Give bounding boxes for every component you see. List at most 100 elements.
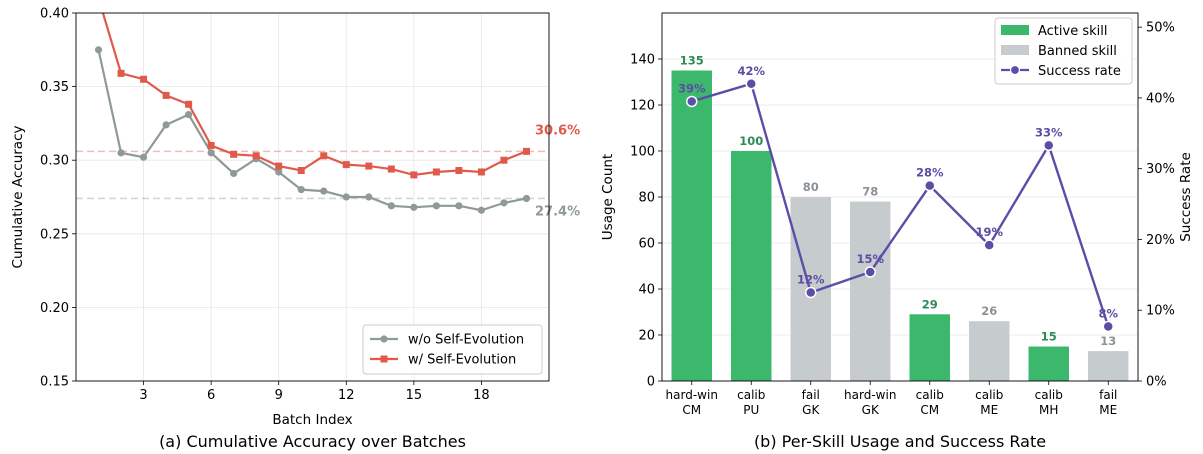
x-tick-label-line2: CM <box>682 403 701 417</box>
y2-tick-label: 30% <box>1146 162 1175 177</box>
plot-frame <box>661 12 1139 382</box>
y-tick-label: 120 <box>630 99 655 114</box>
data-point <box>162 121 170 129</box>
x-tick-label-line2: GK <box>802 403 820 417</box>
data-point <box>185 110 193 119</box>
y-tick-label: 40 <box>638 283 655 298</box>
success-rate-point <box>805 286 817 299</box>
bar-value-label: 100 <box>739 134 763 148</box>
data-point <box>230 150 238 158</box>
bar-value-label: 15 <box>1041 330 1057 344</box>
success-rate-label: 19% <box>975 225 1003 239</box>
data-point <box>320 187 328 195</box>
data-point <box>477 168 485 176</box>
caption: (a) Cumulative Accuracy over Batches <box>159 432 466 451</box>
legend-label: Active skill <box>1038 24 1107 39</box>
y-tick-label: 20 <box>638 329 655 344</box>
y2-tick-label: 40% <box>1146 91 1175 106</box>
x-tick-label-line1: hard-win <box>666 388 718 402</box>
x-tick-label-line2: ME <box>980 403 998 417</box>
bar-value-label: 80 <box>803 180 819 194</box>
data-point <box>432 168 440 176</box>
success-rate-point <box>983 239 995 251</box>
y-tick-label: 0.35 <box>40 80 69 95</box>
data-point <box>342 161 350 169</box>
data-point <box>230 169 238 178</box>
x-tick-label: 6 <box>207 388 215 403</box>
data-point <box>94 46 103 54</box>
x-tick-label: 18 <box>473 388 490 403</box>
data-point <box>117 69 125 77</box>
y-tick-label: 0 <box>647 375 655 390</box>
success-rate-point <box>864 266 876 278</box>
series-line-0 <box>97 49 527 212</box>
legend-label: Success rate <box>1038 64 1121 79</box>
x-tick-label-line1: fail <box>802 388 820 402</box>
x-tick-label-line2: ME <box>1099 403 1117 417</box>
x-tick-label-line2: GK <box>862 403 880 417</box>
x-tick-label: 3 <box>139 388 147 403</box>
data-point <box>342 193 350 201</box>
data-point <box>455 167 463 175</box>
data-point <box>95 0 102 2</box>
x-tick-label-line1: calib <box>737 388 765 402</box>
data-point <box>387 165 395 173</box>
bar <box>909 314 950 381</box>
y-tick-label: 0.15 <box>40 375 69 390</box>
y-tick-label: 0.30 <box>40 154 69 169</box>
y2-axis-label: Success Rate <box>1178 152 1194 242</box>
plot-frame <box>75 12 550 382</box>
legend-swatch-active <box>1001 25 1029 35</box>
x-tick-label: 12 <box>338 388 355 403</box>
success-rate-label: 12% <box>797 273 825 287</box>
y2-tick-label: 10% <box>1146 304 1175 319</box>
bar-value-label: 13 <box>1100 334 1116 348</box>
data-point <box>455 202 463 210</box>
data-point <box>275 162 283 170</box>
x-tick-label-line1: calib <box>1035 388 1063 402</box>
success-rate-label: 15% <box>856 252 884 266</box>
legend: Active skill Banned skill Success rate <box>994 17 1133 85</box>
y-tick-label: 100 <box>630 145 655 160</box>
y-tick-label: 0.20 <box>40 301 69 316</box>
success-rate-point <box>1043 139 1055 152</box>
chart-a-accuracy: 3 6 9 12 15 18 0.15 0.20 0.25 0.30 0.35 0.40 30.6% 27… <box>10 0 580 452</box>
legend-marker <box>380 355 388 363</box>
x-tick-label-line2: CM <box>920 403 939 417</box>
series-group <box>94 0 531 214</box>
y-tick-label: 0.40 <box>40 7 69 22</box>
data-point <box>207 149 215 157</box>
data-point <box>297 167 305 175</box>
x-tick-label: 15 <box>406 388 423 403</box>
success-rate-label: 28% <box>916 166 944 180</box>
legend-label: w/ Self-Evolution <box>408 353 516 368</box>
y-tick-label: 0.25 <box>40 227 69 242</box>
legend-label: w/o Self-Evolution <box>408 333 524 348</box>
data-point <box>117 149 125 157</box>
bar <box>671 70 712 381</box>
bar-value-label: 29 <box>922 297 938 311</box>
data-point <box>139 153 148 161</box>
bar <box>731 151 772 381</box>
series-line-1 <box>101 13 527 177</box>
bar-value-label: 135 <box>680 54 704 68</box>
success-rate-label: 33% <box>1035 125 1063 139</box>
y-axis-label: Usage Count <box>600 154 616 240</box>
success-rate-label: 39% <box>678 81 706 95</box>
bar <box>1028 346 1069 381</box>
x-tick-label-line2: MH <box>1039 403 1058 417</box>
data-point <box>522 194 531 203</box>
bar <box>850 201 891 381</box>
success-rate-point <box>745 78 757 90</box>
data-point <box>297 186 305 194</box>
data-point <box>365 193 373 201</box>
data-point <box>432 202 440 210</box>
y-tick-label: 140 <box>630 53 655 68</box>
data-point <box>140 75 148 83</box>
y-tick-label: 80 <box>638 191 655 206</box>
success-rate-label: 8% <box>1098 307 1118 321</box>
data-point <box>410 203 418 211</box>
success-rate-line <box>691 82 1110 327</box>
legend-swatch-banned <box>1001 45 1029 55</box>
